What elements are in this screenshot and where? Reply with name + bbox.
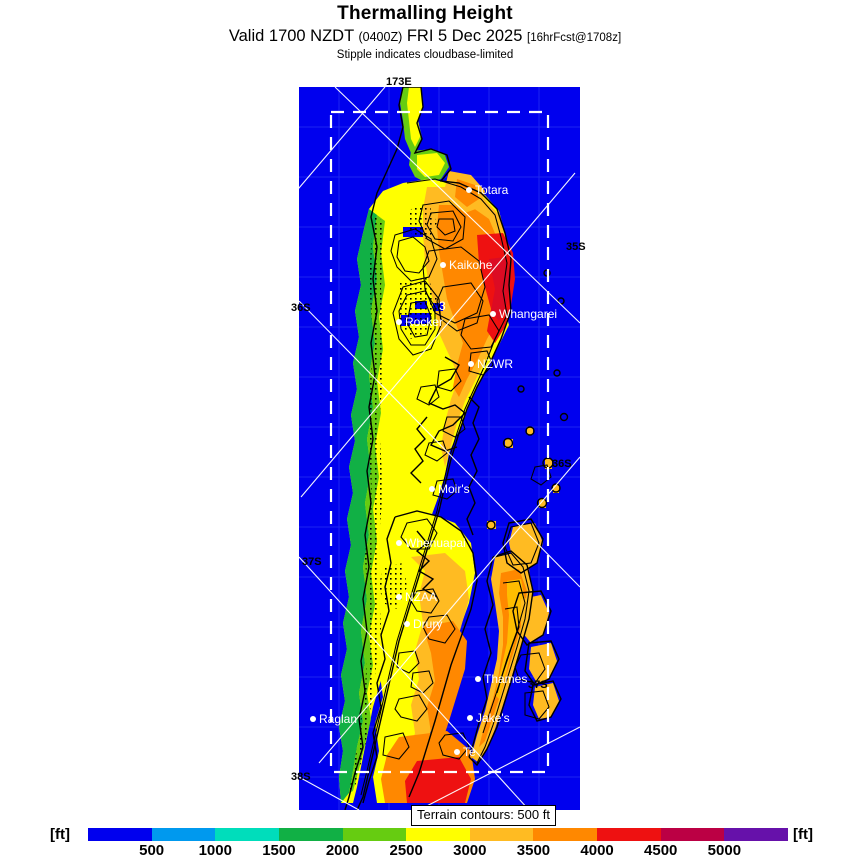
station-dot-icon — [490, 311, 496, 317]
valid-time-line: Valid 1700 NZDT (0400Z) FRI 5 Dec 2025 [… — [0, 26, 850, 48]
coastline — [344, 87, 569, 810]
station-label: Kaikohe — [449, 258, 493, 272]
colorbar-segment-10 — [724, 828, 789, 841]
station-markers[interactable]: Totara Kaikohe 3 Rocker Whangarei NZWR Moir's W… — [310, 183, 557, 759]
colorbar-tick-labels: 500 1000 1500 2000 2500 3000 3500 4000 4500 5000 — [88, 842, 788, 860]
station-dot-icon — [468, 361, 474, 367]
station-nzwr[interactable]: NZWR — [468, 357, 513, 371]
graticule-label-37s-5: 37S — [528, 679, 548, 691]
colorbar-tick-2500: 2500 — [389, 842, 423, 859]
station-label: Whenuapai — [405, 536, 466, 550]
colorbar-tick-5000: 5000 — [707, 842, 742, 859]
colorbar-gradient — [88, 828, 789, 841]
colorbar: [ft] [ft] 500 1000 1500 2000 2500 3000 3500 400… — [0, 824, 850, 860]
colorbar-segment-6 — [469, 828, 534, 841]
stipple-note: Stipple indicates cloudbase-limited — [336, 49, 514, 61]
station-label: Raglan — [319, 712, 357, 726]
header: Thermalling Height Valid 1700 NZDT (0400… — [0, 0, 850, 62]
station-label: NZAA — [405, 590, 437, 604]
colorbar-segment-2 — [215, 828, 279, 841]
station-dot-icon — [396, 319, 402, 325]
station-drury[interactable]: Drury — [404, 617, 442, 631]
valid-time-local: Valid 1700 NZDT — [228, 27, 354, 45]
map-canvas: Totara Kaikohe 3 Rocker Whangarei NZWR Moir's W… — [299, 87, 580, 810]
graticule-label-173e-0: 173E — [386, 76, 412, 88]
colorbar-segment-7 — [533, 828, 598, 841]
page-title: Thermalling Height — [337, 3, 513, 24]
station-3[interactable]: 3 — [439, 299, 446, 313]
station-whenuapai[interactable]: Whenuapai — [396, 536, 466, 550]
station-moir-s[interactable]: Moir's — [429, 482, 470, 496]
colorbar-segment-8 — [597, 828, 661, 841]
station-label: Moir's — [438, 482, 470, 496]
station-label: Thames — [484, 672, 527, 686]
station-nzaa[interactable]: NZAA — [396, 590, 437, 604]
graticule-label-36s-2: 36S — [291, 302, 311, 314]
station-label: Whangarei — [499, 307, 557, 321]
colorbar-tick-4000: 4000 — [580, 842, 614, 859]
valid-time-utc: (0400Z) — [358, 30, 403, 44]
valid-date: FRI 5 Dec 2025 — [406, 27, 523, 45]
station-whangarei[interactable]: Whangarei — [490, 307, 557, 321]
colorbar-tick-2000: 2000 — [325, 842, 360, 859]
station-dot-icon — [404, 621, 410, 627]
forecast-tag: [16hrFcst@1708z] — [527, 32, 622, 44]
colorbar-tick-1500: 1500 — [262, 842, 296, 859]
station-rocker[interactable]: Rocker — [396, 315, 443, 329]
station-kaikohe[interactable]: Kaikohe — [440, 258, 493, 272]
colorbar-tick-4500: 4500 — [644, 842, 678, 859]
station-label: Totara — [475, 183, 509, 197]
station-totara[interactable]: Totara — [466, 183, 509, 197]
station-dot-icon — [466, 187, 472, 193]
station-thames[interactable]: Thames — [475, 672, 527, 686]
terrain-contours — [360, 178, 552, 796]
colorbar-segment-1 — [151, 828, 216, 841]
colorbar-unit-left: [ft] — [50, 826, 70, 843]
station-label: Rocker — [405, 315, 443, 329]
station-dot-icon — [396, 594, 402, 600]
graticule-label-37s-4: 37S — [302, 556, 322, 568]
stipple-overlay — [349, 205, 439, 793]
station-dot-icon — [440, 262, 446, 268]
colorbar-segment-4 — [342, 828, 407, 841]
station-dot-icon — [467, 715, 473, 721]
colorbar-segment-0 — [88, 828, 152, 841]
graticule-label-35s-1: 35S — [566, 241, 586, 253]
graticule-label-38s-6: 38S — [291, 771, 311, 783]
station-te[interactable]: Te — [454, 745, 476, 759]
station-label: 3 — [439, 299, 446, 313]
colorbar-segment-3 — [278, 828, 343, 841]
graticule-label-36s-3: 36S — [552, 458, 572, 470]
station-label: Jake's — [476, 711, 510, 725]
colorbar-tick-500: 500 — [139, 842, 165, 859]
station-dot-icon — [454, 749, 460, 755]
thermalling-height-map[interactable]: Totara Kaikohe 3 Rocker Whangarei NZWR Moir's W… — [299, 87, 580, 810]
graticule-lines — [299, 87, 580, 810]
station-dot-icon — [475, 676, 481, 682]
station-dot-icon — [396, 540, 402, 546]
station-label: NZWR — [477, 357, 513, 371]
terrain-contour-note: Terrain contours: 500 ft — [411, 805, 556, 826]
colorbar-tick-3000: 3000 — [453, 842, 487, 859]
colorbar-tick-1000: 1000 — [198, 842, 232, 859]
station-label: Te — [463, 745, 476, 759]
colorbar-segment-5 — [406, 828, 470, 841]
colorbar-segment-9 — [660, 828, 725, 841]
station-label: Drury — [413, 617, 442, 631]
station-dot-icon — [429, 486, 435, 492]
colorbar-tick-3500: 3500 — [516, 842, 551, 859]
colorbar-unit-right: [ft] — [793, 826, 813, 843]
station-raglan[interactable]: Raglan — [310, 712, 357, 726]
station-dot-icon — [310, 716, 316, 722]
station-jake-s[interactable]: Jake's — [467, 711, 510, 725]
